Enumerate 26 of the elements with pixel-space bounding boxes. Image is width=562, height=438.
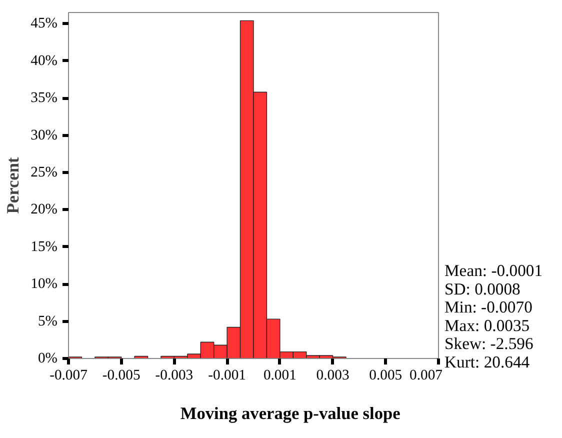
text: Max: 0.0035 xyxy=(444,316,530,335)
x-tick-label: -0.005 xyxy=(102,368,140,384)
text: Skew: -2.596 xyxy=(444,334,534,354)
y-tick-label: 20% xyxy=(30,202,58,218)
y-tick-label: 35% xyxy=(30,90,58,106)
y-tick-label: 30% xyxy=(30,127,58,144)
y-tick-label: 25% xyxy=(30,164,58,180)
y-tick-label: 15% xyxy=(30,238,58,255)
x-tick-label: 0.005 xyxy=(369,368,402,384)
text: SD: 0.0008 xyxy=(444,279,520,298)
y-tick-label: 0% xyxy=(38,350,58,366)
x-tick-label: 0.001 xyxy=(263,368,296,384)
x-axis-title: Moving average p-value slope xyxy=(180,404,401,423)
text: Min: -0.0070 xyxy=(444,298,532,317)
y-tick-label: 5% xyxy=(38,313,58,330)
y-tick-label: 40% xyxy=(30,52,58,69)
y-tick-label: 10% xyxy=(30,276,58,292)
text: Kurt: 20.644 xyxy=(444,352,530,372)
y-axis-title: Percent xyxy=(4,157,23,214)
x-tick-label: -0.007 xyxy=(50,368,88,384)
x-tick-label: 0.003 xyxy=(316,368,350,384)
y-tick-label: 45% xyxy=(30,16,58,32)
x-tick-label: 0.007 xyxy=(410,368,443,384)
x-tick-label: -0.003 xyxy=(155,368,194,384)
text: Mean: -0.0001 xyxy=(444,261,543,280)
x-tick-label: -0.001 xyxy=(208,368,246,384)
